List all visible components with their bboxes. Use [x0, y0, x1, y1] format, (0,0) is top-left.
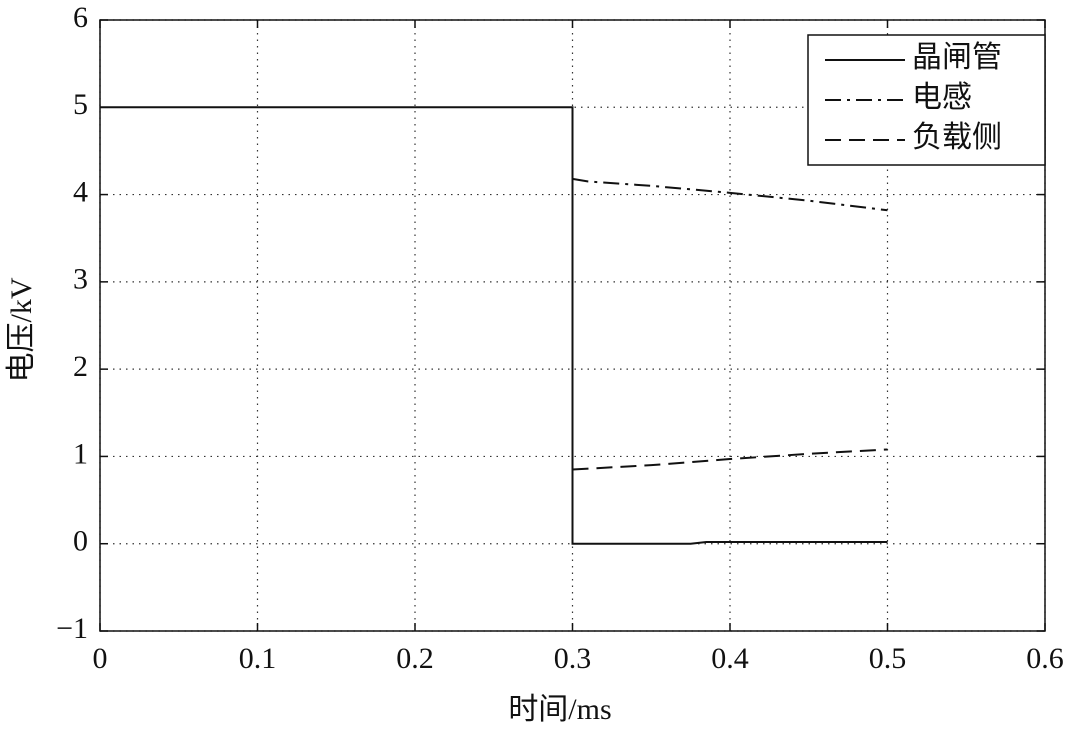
- x-tick-label: 0.5: [869, 642, 907, 675]
- y-tick-label: −1: [56, 612, 88, 645]
- y-tick-label: 4: [73, 175, 88, 208]
- y-tick-label: 2: [73, 350, 88, 383]
- legend-label: 电感: [912, 81, 972, 114]
- y-tick-label: 6: [73, 1, 88, 34]
- x-tick-label: 0.6: [1026, 642, 1064, 675]
- y-tick-label: 3: [73, 263, 88, 296]
- legend-label: 负载侧: [912, 121, 1002, 154]
- series-line: [572, 448, 888, 471]
- y-tick-label: 1: [73, 437, 88, 470]
- plot-frame: [99, 19, 1046, 632]
- x-tick-label: 0.1: [239, 642, 277, 675]
- y-tick-label: 5: [73, 88, 88, 121]
- legend-label: 晶闸管: [912, 41, 1002, 74]
- y-tick-label: 0: [73, 525, 88, 558]
- x-axis-label: 时间/ms: [508, 693, 611, 726]
- x-tick-label: 0.2: [396, 642, 434, 675]
- series-line: [572, 177, 888, 212]
- x-tick-label: 0.3: [554, 642, 592, 675]
- series-line: [100, 106, 888, 545]
- x-tick-label: 0: [93, 642, 108, 675]
- y-axis-label: 电压/kV: [5, 277, 38, 382]
- x-tick-label: 0.4: [711, 642, 749, 675]
